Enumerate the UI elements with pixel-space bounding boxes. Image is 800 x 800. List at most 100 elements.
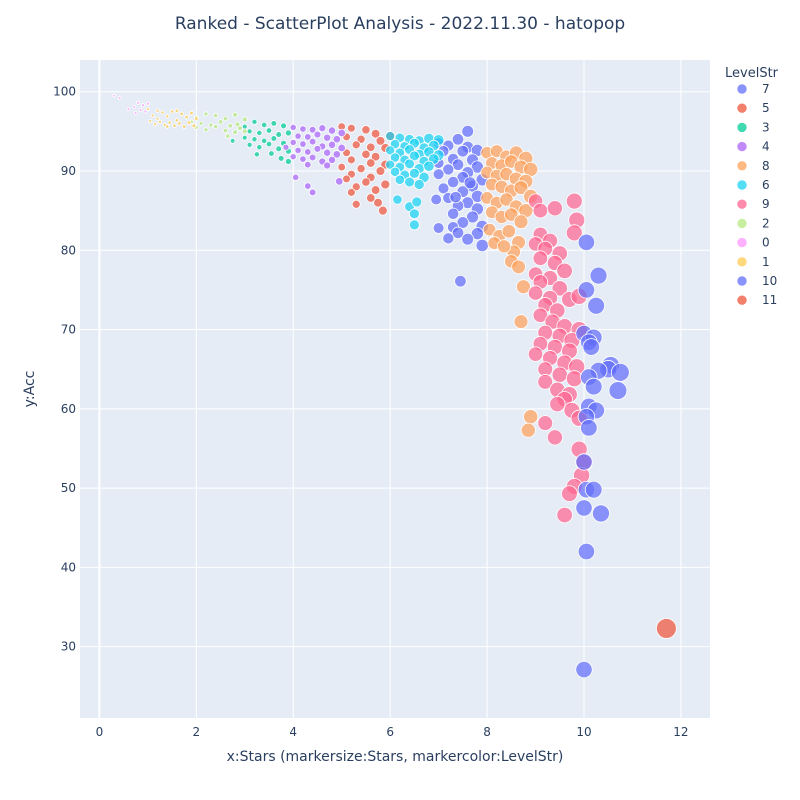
scatter-point[interactable] [575, 453, 593, 471]
scatter-point[interactable] [413, 178, 425, 190]
scatter-point[interactable] [318, 124, 327, 133]
scatter-point[interactable] [589, 266, 608, 285]
scatter-point[interactable] [361, 149, 371, 159]
scatter-point[interactable] [532, 250, 549, 266]
legend[interactable]: LevelStr 7 5 3 4 8 6 9 2 0 1 10 11 [725, 66, 779, 307]
scatter-point[interactable] [294, 132, 302, 140]
scatter-point[interactable] [241, 128, 248, 135]
scatter-point[interactable] [308, 125, 317, 134]
scatter-point[interactable] [304, 160, 312, 169]
scatter-point[interactable] [408, 150, 420, 162]
scatter-point[interactable] [351, 182, 361, 192]
scatter-point[interactable] [408, 167, 420, 179]
scatter-point[interactable] [222, 115, 229, 122]
scatter-point[interactable] [232, 129, 238, 135]
scatter-point[interactable] [138, 108, 143, 112]
scatter-point[interactable] [150, 113, 155, 118]
scatter-point[interactable] [304, 148, 312, 156]
scatter-point[interactable] [461, 232, 475, 246]
scatter-point[interactable] [292, 173, 300, 181]
scatter-point[interactable] [222, 127, 229, 134]
scatter-point[interactable] [584, 377, 603, 396]
legend-item-11[interactable]: 11 [736, 293, 777, 307]
scatter-point[interactable] [304, 182, 312, 190]
scatter-point[interactable] [513, 214, 529, 230]
scatter-point[interactable] [246, 141, 253, 148]
scatter-point[interactable] [351, 140, 361, 150]
scatter-point[interactable] [203, 111, 209, 117]
scatter-point[interactable] [392, 194, 403, 205]
scatter-point[interactable] [449, 191, 462, 204]
scatter-point[interactable] [411, 196, 423, 208]
scatter-point[interactable] [191, 123, 197, 129]
scatter-point[interactable] [342, 174, 351, 184]
scatter-point[interactable] [370, 128, 381, 139]
scatter-point[interactable] [385, 131, 396, 142]
scatter-point[interactable] [516, 279, 531, 295]
scatter-point[interactable] [577, 233, 596, 252]
scatter-point[interactable] [229, 138, 236, 144]
legend-item-5[interactable]: 5 [736, 101, 770, 115]
scatter-point[interactable] [155, 116, 160, 121]
scatter-point[interactable] [308, 188, 317, 197]
scatter-point[interactable] [246, 128, 253, 135]
scatter-point[interactable] [373, 197, 383, 208]
scatter-point[interactable] [323, 133, 332, 142]
legend-item-1[interactable]: 1 [736, 255, 770, 269]
scatter-point[interactable] [366, 158, 376, 168]
scatter-point[interactable] [284, 129, 292, 137]
scatter-point[interactable] [213, 112, 219, 119]
scatter-point[interactable] [337, 128, 346, 138]
scatter-point[interactable] [241, 123, 248, 130]
scatter-point[interactable] [546, 200, 563, 217]
scatter-point[interactable] [537, 415, 554, 431]
scatter-point[interactable] [577, 542, 596, 561]
scatter-point[interactable] [189, 110, 194, 116]
scatter-point[interactable] [549, 395, 566, 413]
scatter-point[interactable] [270, 120, 278, 127]
legend-item-8[interactable]: 8 [736, 159, 770, 173]
scatter-point[interactable] [332, 150, 342, 159]
scatter-point[interactable] [511, 259, 526, 275]
scatter-point[interactable] [523, 409, 539, 425]
scatter-point[interactable] [289, 123, 297, 131]
scatter-point[interactable] [394, 174, 406, 185]
scatter-point[interactable] [370, 151, 381, 162]
scatter-point[interactable] [451, 226, 465, 240]
scatter-point[interactable] [375, 136, 386, 146]
scatter-point[interactable] [513, 314, 529, 329]
scatter-point[interactable] [174, 108, 180, 113]
scatter-point[interactable] [556, 506, 573, 524]
scatter-point[interactable] [454, 274, 467, 288]
scatter-point[interactable] [556, 262, 573, 280]
scatter-point[interactable] [351, 199, 361, 209]
scatter-point[interactable] [456, 216, 470, 229]
scatter-point[interactable] [347, 188, 356, 197]
scatter-point[interactable] [361, 177, 371, 187]
scatter-point[interactable] [323, 161, 332, 170]
scatter-point[interactable] [327, 140, 337, 149]
scatter-point[interactable] [174, 118, 180, 123]
scatter-point[interactable] [275, 145, 283, 153]
scatter-point[interactable] [356, 164, 366, 174]
scatter-point[interactable] [181, 124, 187, 129]
scatter-point[interactable] [241, 116, 248, 123]
scatter-point[interactable] [408, 219, 420, 231]
scatter-point[interactable] [404, 176, 415, 188]
scatter-point[interactable] [265, 140, 273, 148]
scatter-point[interactable] [179, 111, 184, 117]
scatter-point[interactable] [577, 281, 596, 299]
scatter-point[interactable] [172, 123, 177, 128]
scatter-point[interactable] [385, 159, 396, 170]
scatter-point[interactable] [366, 193, 376, 203]
scatter-point[interactable] [347, 155, 356, 165]
scatter-point[interactable] [198, 121, 204, 126]
scatter-point[interactable] [551, 280, 568, 297]
scatter-point[interactable] [160, 110, 165, 115]
scatter-point[interactable] [337, 143, 346, 153]
scatter-point[interactable] [513, 180, 529, 195]
scatter-point[interactable] [327, 126, 337, 135]
scatter-point[interactable] [575, 661, 593, 679]
scatter-point[interactable] [527, 285, 544, 301]
scatter-point[interactable] [284, 158, 292, 165]
